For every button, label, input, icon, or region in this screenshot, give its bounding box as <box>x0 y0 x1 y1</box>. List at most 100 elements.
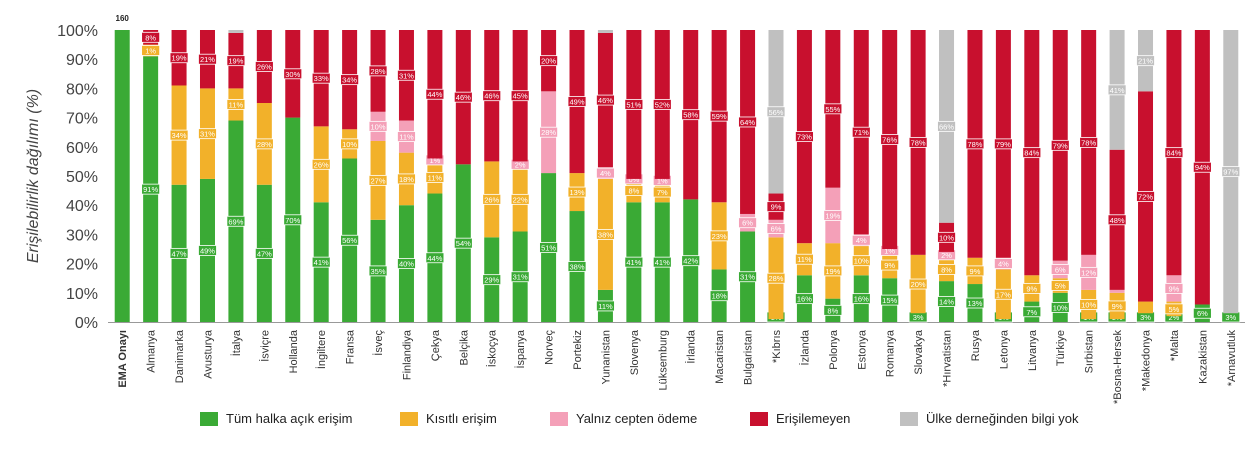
data-label: 42% <box>683 257 698 266</box>
bar-segment <box>1109 289 1125 293</box>
data-label: 64% <box>740 118 755 127</box>
data-label-box <box>908 278 928 290</box>
category-label: Çekya <box>430 329 442 361</box>
data-label-box <box>1107 300 1127 312</box>
data-label-box <box>453 91 473 103</box>
category-label: Estonya <box>856 329 868 370</box>
data-label: 31% <box>399 71 414 80</box>
data-label: 49% <box>200 246 215 255</box>
bar-segment <box>228 30 244 33</box>
data-label-box <box>1164 283 1184 294</box>
data-label: 51% <box>626 100 641 109</box>
data-label-box <box>1107 214 1127 226</box>
data-label-box <box>453 237 473 249</box>
y-tick-label: 90% <box>66 52 98 69</box>
data-label-box <box>368 65 388 77</box>
category-label: Belçika <box>458 329 470 365</box>
data-label: 2% <box>941 251 952 260</box>
legend-swatch <box>200 411 218 426</box>
data-label-box <box>368 265 388 277</box>
data-label: 5% <box>1055 282 1066 291</box>
data-label-box <box>368 174 388 186</box>
category-label: *Makedonya <box>1141 329 1153 391</box>
data-label-box <box>283 68 303 80</box>
legend-item: Yalnız cepten ödeme <box>550 411 697 426</box>
data-label: 29% <box>484 276 499 285</box>
data-label: 6% <box>771 225 782 234</box>
data-label: 11% <box>229 100 244 109</box>
data-label-box <box>226 55 246 67</box>
data-label-box <box>823 103 843 115</box>
data-label: 9% <box>1026 284 1037 293</box>
data-label: 9% <box>771 203 782 212</box>
category-label: *Malta <box>1169 329 1181 361</box>
category-label: Polonya <box>828 329 840 370</box>
category-label: Finlandiya <box>401 329 413 380</box>
data-label: 23% <box>712 232 727 241</box>
category-label: Lüksemburg <box>657 330 669 391</box>
data-label: 8% <box>145 33 156 42</box>
data-label: 22% <box>513 195 528 204</box>
data-label-box <box>1221 166 1241 178</box>
data-label-box <box>937 120 956 132</box>
data-label-box <box>198 245 217 256</box>
data-label: 6% <box>1197 309 1208 318</box>
data-label-box <box>681 255 701 267</box>
data-label: 27% <box>371 176 386 185</box>
data-label-box <box>198 128 217 140</box>
data-label: 7% <box>1026 308 1037 317</box>
data-label-box <box>851 293 871 305</box>
data-label-box <box>397 258 416 270</box>
data-label: 20% <box>541 57 556 66</box>
data-label-box <box>766 272 786 284</box>
y-tick-label: 20% <box>66 257 98 274</box>
category-label: *Hırvatistan <box>942 330 954 387</box>
data-label: 0% <box>628 175 639 184</box>
legend-label: Erişilemeyen <box>776 411 851 426</box>
data-label-box <box>567 186 587 198</box>
data-label: 12% <box>1081 268 1096 277</box>
data-label-box <box>1192 161 1212 173</box>
data-label-box <box>169 247 189 259</box>
y-tick-label: 10% <box>66 286 98 303</box>
category-label: Hollanda <box>288 329 300 373</box>
data-label: 73% <box>797 133 812 142</box>
data-label: 46% <box>456 93 471 102</box>
data-label-box <box>795 131 814 142</box>
data-label-box <box>340 234 360 246</box>
data-label-box <box>226 99 246 110</box>
data-label: 91% <box>143 185 158 194</box>
legend: Tüm halka açık erişim Kısıtlı erişim Yalnı… <box>200 411 1200 433</box>
data-label: 26% <box>314 160 329 169</box>
data-label-box <box>596 300 615 312</box>
data-label-box <box>1050 139 1070 151</box>
data-label-box <box>425 172 445 183</box>
data-label: 47% <box>172 249 187 258</box>
data-label: 52% <box>655 100 670 109</box>
data-label: 79% <box>1053 141 1068 150</box>
data-label: 13% <box>967 299 982 308</box>
legend-item: Ülke derneğinden bilgi yok <box>900 411 1078 426</box>
category-label: Norveç <box>544 330 556 365</box>
data-label-box <box>1107 84 1127 96</box>
legend-label: Yalnız cepten ödeme <box>576 411 698 426</box>
data-label: 56% <box>342 236 357 245</box>
category-label: Türkiye <box>1055 330 1067 366</box>
data-label-box <box>1022 306 1042 318</box>
top-annotation: 160 <box>116 14 130 23</box>
category-label: Portekiz <box>572 330 584 370</box>
bar-segment <box>597 30 613 33</box>
category-label: Slovakya <box>913 329 925 375</box>
data-label-box <box>880 134 900 145</box>
data-label-box <box>766 201 786 213</box>
data-label-box <box>681 109 701 121</box>
data-label: 44% <box>427 254 442 263</box>
data-label: 8% <box>941 265 952 274</box>
data-label: 16% <box>797 295 812 304</box>
category-label: İngiltere <box>315 330 328 369</box>
data-label: 97% <box>1223 168 1238 177</box>
data-label-box <box>709 110 729 122</box>
data-label: 46% <box>598 96 613 105</box>
data-label: 3% <box>1140 313 1151 322</box>
data-label: 48% <box>1110 216 1125 225</box>
